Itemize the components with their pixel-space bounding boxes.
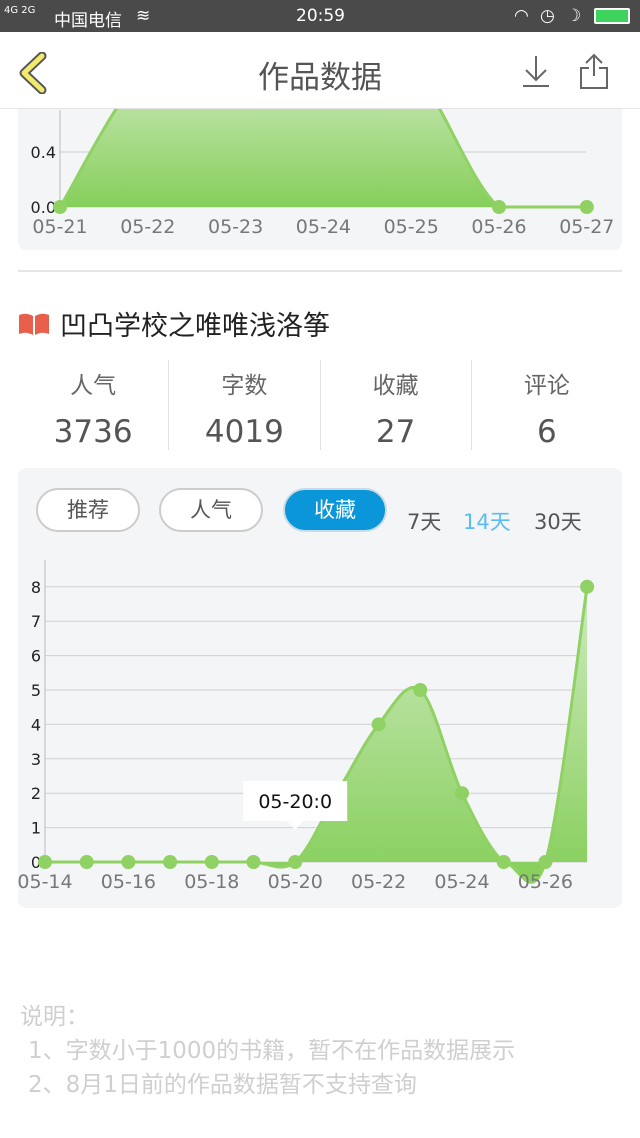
stat-label: 评论 bbox=[523, 373, 570, 399]
data-point bbox=[246, 855, 261, 869]
note-line: 1、字数小于1000的书籍，暂不在作品数据展示 bbox=[28, 1038, 516, 1064]
stat-comments: 评论 6 bbox=[472, 360, 622, 450]
signal-icon: 4G 2G bbox=[4, 5, 36, 16]
alarm-icon: ◷ bbox=[540, 6, 555, 26]
download-icon[interactable] bbox=[520, 54, 552, 88]
notes: 说明： 1、字数小于1000的书籍，暂不在作品数据展示 2、8月1日前的作品数据… bbox=[20, 1000, 515, 1102]
book-header: 凹凸学校之唯唯浅洛筝 bbox=[18, 304, 330, 343]
x-tick-label: 05-22 bbox=[120, 216, 175, 238]
y-tick-label: 4 bbox=[31, 715, 41, 734]
stat-words: 字数 4019 bbox=[169, 360, 321, 450]
chevron-left-icon[interactable] bbox=[18, 52, 48, 94]
stat-label: 收藏 bbox=[372, 373, 419, 399]
stat-value: 27 bbox=[375, 414, 416, 450]
data-point bbox=[288, 855, 303, 869]
note-line: 2、8月1日前的作品数据暂不支持查询 bbox=[28, 1072, 417, 1098]
y-tick-label: 8 bbox=[31, 578, 41, 597]
data-point bbox=[413, 683, 428, 697]
stat-label: 人气 bbox=[70, 373, 117, 399]
app-header: 作品数据 bbox=[0, 32, 640, 109]
filter-popularity[interactable]: 人气 bbox=[159, 488, 263, 532]
x-tick-label: 05-24 bbox=[296, 216, 351, 238]
data-point bbox=[53, 200, 67, 214]
data-point bbox=[538, 855, 553, 869]
filter-favorites[interactable]: 收藏 bbox=[283, 488, 387, 532]
y-tick-label: 0.0 bbox=[31, 198, 56, 217]
x-tick-label: 05-25 bbox=[384, 216, 439, 238]
notes-heading: 说明： bbox=[20, 1004, 89, 1030]
y-tick-label: 0 bbox=[31, 853, 41, 872]
top-area-chart: 0.0 0.4 05-21 05-22 05-23 05-24 05-25 05-26 05-2… bbox=[31, 57, 614, 238]
main-area-chart: 0 1 2 3 4 5 6 7 8 05-14 05-16 05-18 05-20 05-22 05-24 0… bbox=[18, 560, 595, 893]
range-14-days[interactable]: 14天 bbox=[463, 510, 511, 534]
y-tick-label: 2 bbox=[31, 784, 41, 803]
x-tick-label: 05-21 bbox=[32, 216, 87, 238]
stat-value: 4019 bbox=[204, 414, 284, 450]
stat-value: 6 bbox=[537, 414, 557, 450]
tooltip-text: 05-20:0 bbox=[258, 791, 332, 813]
book-title: 凹凸学校之唯唯浅洛筝 bbox=[60, 311, 330, 342]
x-tick-label: 05-26 bbox=[471, 216, 526, 238]
clock: 20:59 bbox=[296, 6, 345, 26]
data-point bbox=[121, 855, 136, 869]
data-point bbox=[163, 855, 178, 869]
page-title: 作品数据 bbox=[258, 60, 382, 96]
wifi-icon: ≋ bbox=[136, 6, 151, 26]
stat-value: 3736 bbox=[53, 414, 133, 450]
stats-row: 人气 3736 字数 4019 收藏 27 评论 6 bbox=[18, 360, 622, 450]
carrier: 中国电信 bbox=[54, 11, 122, 31]
tooltip-box bbox=[243, 781, 348, 821]
area-fill bbox=[45, 586, 588, 883]
y-tick-label: 6 bbox=[31, 647, 41, 666]
stat-label: 字数 bbox=[221, 373, 268, 399]
main-chart-card: 0 1 2 3 4 5 6 7 8 05-14 05-16 05-18 05-20 05-22 05-24 0… bbox=[18, 468, 622, 908]
tooltip-pointer bbox=[287, 821, 304, 830]
divider bbox=[18, 270, 622, 272]
x-tick-label: 05-27 bbox=[559, 216, 614, 238]
x-tick-label: 05-14 bbox=[18, 871, 73, 893]
x-tick-label: 05-26 bbox=[518, 871, 573, 893]
data-point bbox=[38, 855, 52, 869]
y-tick-label: 0.4 bbox=[31, 143, 56, 162]
data-point bbox=[79, 855, 94, 869]
book-icon bbox=[19, 313, 49, 335]
y-tick-label: 5 bbox=[31, 681, 41, 700]
data-point bbox=[492, 200, 506, 214]
headset-icon: ◠ bbox=[514, 6, 529, 26]
data-point bbox=[204, 855, 219, 869]
x-tick-label: 05-20 bbox=[268, 871, 323, 893]
x-tick-label: 05-24 bbox=[434, 871, 489, 893]
battery-charging-icon bbox=[594, 8, 630, 24]
filter-recommend[interactable]: 推荐 bbox=[36, 488, 140, 532]
data-point bbox=[371, 717, 386, 732]
range-7-days[interactable]: 7天 bbox=[407, 510, 442, 534]
x-tick-label: 05-23 bbox=[208, 216, 263, 238]
range-30-days[interactable]: 30天 bbox=[534, 510, 582, 534]
x-tick-label: 05-22 bbox=[351, 871, 406, 893]
y-tick-label: 7 bbox=[31, 612, 41, 631]
share-icon[interactable] bbox=[578, 52, 610, 90]
series-line bbox=[45, 586, 589, 884]
y-tick-label: 3 bbox=[31, 750, 41, 769]
stat-favorites: 收藏 27 bbox=[321, 360, 472, 450]
data-point bbox=[496, 855, 511, 869]
data-point bbox=[455, 786, 469, 801]
stat-popularity: 人气 3736 bbox=[18, 360, 170, 450]
y-tick-label: 1 bbox=[31, 819, 41, 838]
moon-icon: ☽ bbox=[566, 6, 582, 26]
x-tick-label: 05-16 bbox=[101, 871, 156, 893]
top-chart-card: 0.0 0.4 05-21 05-22 05-23 05-24 05-25 05-26 05-2… bbox=[18, 57, 622, 250]
data-point bbox=[579, 200, 594, 214]
status-bar: 4G 2G 中国电信 ≋ 20:59 ◠ ◷ ☽ bbox=[0, 0, 640, 32]
data-point bbox=[580, 579, 595, 594]
x-tick-label: 05-18 bbox=[184, 871, 239, 893]
